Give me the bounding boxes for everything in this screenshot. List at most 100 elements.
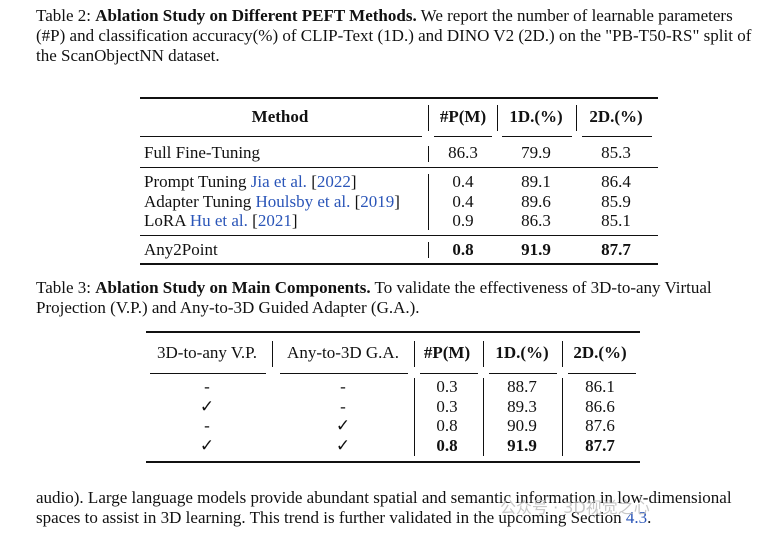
- table3-row-params: 0.3: [436, 377, 458, 396]
- table3-header-rule: [420, 373, 478, 374]
- table3-header-sep: [562, 341, 563, 367]
- table3-header-rule: [489, 373, 557, 374]
- table2-row-1d: 86.3: [521, 211, 551, 230]
- section-ref-link[interactable]: 4.3: [625, 508, 648, 527]
- table3-row-params: 0.8: [436, 436, 458, 455]
- table3-row-vp: ✓: [199, 436, 215, 455]
- table2-caption-label: Table 2:: [36, 6, 91, 25]
- table3-top-rule: [146, 331, 640, 333]
- table2-row-method: Adapter Tuning Houlsby et al. [2019]: [144, 192, 400, 211]
- table2-row-2d: 86.4: [601, 172, 631, 191]
- table3-caption: Table 3: Ablation Study on Main Componen…: [36, 278, 760, 318]
- table2-row-sep: [428, 146, 429, 162]
- body-line-2-text: spaces to assist in 3D learning. This tr…: [36, 508, 626, 527]
- table3-header-rule: [568, 373, 636, 374]
- table3-header-sep: [272, 341, 273, 367]
- table3-row-1d: 89.3: [507, 397, 537, 416]
- table2-row-method: Any2Point: [144, 240, 218, 259]
- table2-top-rule: [140, 97, 658, 99]
- table2-caption: Table 2: Ablation Study on Different PEF…: [36, 6, 760, 66]
- table3-row-2d: 87.6: [585, 416, 615, 435]
- table2-header-2d: 2D.(%): [589, 107, 643, 126]
- table3-caption-title: Ablation Study on Main Components.: [95, 278, 371, 297]
- table3-caption-text: To validate the effectiveness of 3D-to-a…: [36, 278, 712, 317]
- table3-header-ga: Any-to-3D G.A.: [287, 343, 399, 362]
- table3-header-params: #P(M): [423, 343, 471, 362]
- table2-row-params: 0.9: [452, 211, 474, 230]
- table3-row-2d: 86.1: [585, 377, 615, 396]
- table3-row-vp: -: [204, 416, 210, 435]
- table2-mid-rule: [140, 167, 658, 168]
- table3-row-1d: 88.7: [507, 377, 537, 396]
- table3-row-sep: [562, 378, 563, 456]
- table2-row-sep: [428, 174, 429, 230]
- citation-year-link[interactable]: 2019: [360, 192, 395, 211]
- table2-row-2d: 85.9: [601, 192, 631, 211]
- table2-row-params: 0.8: [452, 240, 474, 259]
- table3-row-2d: 86.6: [585, 397, 615, 416]
- method-name: Prompt Tuning: [144, 172, 247, 191]
- citation-author-link[interactable]: Hu et al.: [189, 211, 248, 230]
- table2-row-1d: 79.9: [521, 143, 551, 162]
- table3-header-sep: [483, 341, 484, 367]
- table2-row-method: Full Fine-Tuning: [144, 143, 261, 162]
- body-paragraph: audio). Large language models provide ab…: [36, 488, 760, 528]
- table3-row-ga: ✓: [335, 416, 351, 435]
- table3-header-2d: 2D.(%): [573, 343, 627, 362]
- table3-header-1d: 1D.(%): [495, 343, 549, 362]
- citation-author-link[interactable]: Jia et al.: [250, 172, 307, 191]
- table3-row-vp: ✓: [199, 397, 215, 416]
- table3-row-vp: -: [204, 377, 210, 396]
- table3-row-params: 0.3: [436, 397, 458, 416]
- table2-header-sep: [497, 105, 498, 131]
- table3-row-ga: -: [340, 377, 346, 396]
- table2-header-rule: [434, 136, 492, 137]
- table3-header-sep: [414, 341, 415, 367]
- table2-row-method: Prompt Tuning Jia et al. [2022]: [144, 172, 357, 191]
- table2-row-1d: 91.9: [521, 240, 551, 259]
- table2-row-method: LoRA Hu et al. [2021]: [144, 211, 298, 230]
- table3-row-ga: -: [340, 397, 346, 416]
- table2-header-1d: 1D.(%): [509, 107, 563, 126]
- citation-author-link[interactable]: Houlsby et al.: [255, 192, 351, 211]
- table2-row-1d: 89.1: [521, 172, 551, 191]
- body-line-2: spaces to assist in 3D learning. This tr…: [36, 508, 760, 528]
- table3-header-rule: [280, 373, 408, 374]
- table2-header-sep: [576, 105, 577, 131]
- table3-row-sep: [483, 378, 484, 456]
- table3-bottom-rule: [146, 461, 640, 463]
- table3-caption-label: Table 3:: [36, 278, 91, 297]
- table2-header-rule: [502, 136, 572, 137]
- table3-row-ga: ✓: [335, 436, 351, 455]
- citation-year-link[interactable]: 2021: [257, 211, 292, 230]
- table3-header-vp: 3D-to-any V.P.: [157, 343, 257, 362]
- table2-header-method: Method: [251, 107, 309, 126]
- method-name: LoRA: [144, 211, 186, 230]
- table2-row-2d: 85.3: [601, 143, 631, 162]
- table3-row-1d: 91.9: [507, 436, 537, 455]
- table3-row-2d: 87.7: [585, 436, 615, 455]
- table2-header-sep: [428, 105, 429, 131]
- table2-header-rule: [140, 136, 422, 137]
- table2-row-2d: 85.1: [601, 211, 631, 230]
- body-line-1: audio). Large language models provide ab…: [36, 488, 732, 507]
- table2-bottom-rule: [140, 263, 658, 265]
- citation-year-link[interactable]: 2022: [316, 172, 351, 191]
- watermark: 公众号 · 3D视觉之心: [500, 498, 650, 517]
- table2-header-params: #P(M): [439, 107, 487, 126]
- table2-row-params: 86.3: [448, 143, 478, 162]
- table3-row-sep: [414, 378, 415, 456]
- table2-row-sep: [428, 242, 429, 258]
- table2-header-rule: [582, 136, 652, 137]
- table2-mid-rule: [140, 235, 658, 236]
- table2-row-params: 0.4: [452, 192, 474, 211]
- method-name: Adapter Tuning: [144, 192, 252, 211]
- table2-caption-text: We report the number of learnable parame…: [36, 6, 752, 65]
- body-line-2-end: .: [647, 508, 652, 527]
- table2-row-params: 0.4: [452, 172, 474, 191]
- table3-row-1d: 90.9: [507, 416, 537, 435]
- table2-caption-title: Ablation Study on Different PEFT Methods…: [95, 6, 417, 25]
- table3-header-rule: [150, 373, 266, 374]
- table3-row-params: 0.8: [436, 416, 458, 435]
- table2-row-1d: 89.6: [521, 192, 551, 211]
